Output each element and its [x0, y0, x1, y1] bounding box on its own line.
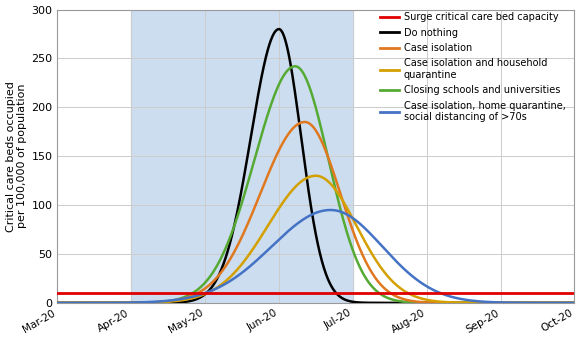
Legend: Surge critical care bed capacity, Do nothing, Case isolation, Case isolation and: Surge critical care bed capacity, Do not… [376, 9, 570, 126]
Bar [131, 10, 353, 303]
Y-axis label: Critical care beds occupied
per 100,000 of population: Critical care beds occupied per 100,000 … [6, 81, 27, 232]
